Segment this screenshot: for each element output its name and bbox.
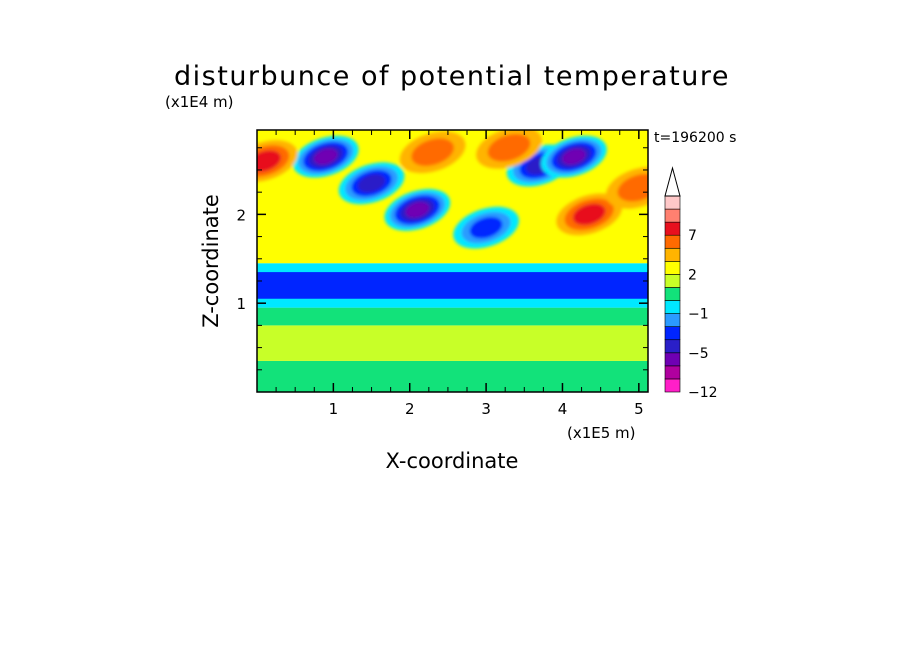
extremum-4-level xyxy=(469,216,503,239)
field-layer-5 xyxy=(257,272,648,299)
extremum-10-level xyxy=(617,173,648,202)
colorbar-swatch-12 xyxy=(664,234,681,249)
colorbar-swatch-2 xyxy=(664,365,681,380)
field-layer-2 xyxy=(257,325,648,361)
x-axis-label: X-coordinate xyxy=(386,449,519,473)
x-tick-label: 1 xyxy=(329,400,339,418)
plot-frame xyxy=(256,129,649,393)
colorbar-swatch-7 xyxy=(664,300,681,314)
colorbar-swatch-1 xyxy=(664,378,681,393)
y-tick-label: 2 xyxy=(236,206,246,224)
colorbar-swatch-3 xyxy=(664,352,681,367)
extremum-1-level xyxy=(313,148,338,165)
x-tick-label: 5 xyxy=(634,400,644,418)
contour-field xyxy=(257,130,648,392)
y-axis-label: Z-coordinate xyxy=(199,194,223,328)
colorbar-swatch-15 xyxy=(664,195,681,210)
extremum-2-level xyxy=(357,174,386,193)
colorbar-swatch-5 xyxy=(664,326,681,341)
extremum-6-level xyxy=(562,148,586,165)
x-tick-label: 2 xyxy=(405,400,415,418)
colorbar-swatch-11 xyxy=(664,247,681,262)
colorbar-swatch-13 xyxy=(664,221,681,236)
x-tick-label: 4 xyxy=(558,400,568,418)
colorbar-extend-arrow xyxy=(664,166,681,197)
colorbar-label: −5 xyxy=(688,346,709,362)
colorbar-swatch-6 xyxy=(664,313,681,327)
extremum-7-level xyxy=(411,138,454,166)
y-scale-label: (x1E4 m) xyxy=(165,93,234,111)
time-label: t=196200 s xyxy=(654,130,736,146)
x-tick-label: 3 xyxy=(481,400,491,418)
axis-ticks: 1 2 3 4 5 1 2 xyxy=(236,130,648,418)
colorbar-label: −1 xyxy=(688,307,709,323)
colorbar: 7 2 −1 −5 −12 xyxy=(664,166,718,401)
y-tick-label: 1 xyxy=(236,295,246,313)
x-scale-label: (x1E5 m) xyxy=(567,424,636,442)
extremum-11-level xyxy=(257,150,281,172)
colorbar-swatch-9 xyxy=(664,274,681,288)
colorbar-label: 2 xyxy=(688,267,697,283)
field-layer-1 xyxy=(257,360,648,392)
colorbar-label: −12 xyxy=(688,385,718,401)
colorbar-label: 7 xyxy=(688,228,697,244)
colorbar-swatch-10 xyxy=(664,261,681,275)
extremum-9-level xyxy=(572,203,606,226)
colorbar-swatch-8 xyxy=(664,287,681,301)
colorbar-swatch-14 xyxy=(664,208,681,223)
extremum-3-level xyxy=(405,201,430,218)
field-layer-3 xyxy=(257,307,648,326)
extremum-8-level xyxy=(487,133,531,162)
colorbar-swatch-4 xyxy=(664,339,681,354)
chart-title: disturbunce of potential temperature xyxy=(174,61,730,92)
